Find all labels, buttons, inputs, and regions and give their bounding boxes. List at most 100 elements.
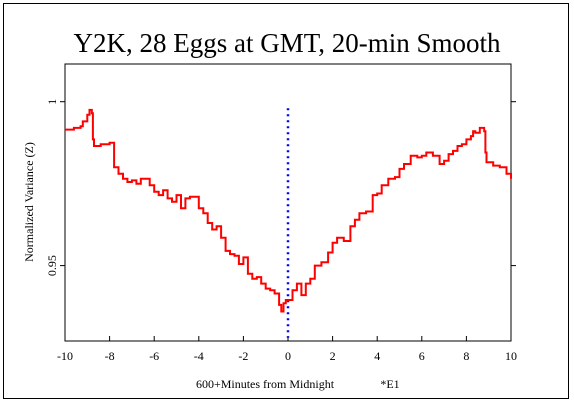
x-tick-label: 0	[285, 349, 291, 363]
x-tick-label: 10	[505, 349, 517, 363]
data-point	[327, 251, 329, 254]
data-point	[255, 276, 258, 278]
data-point	[484, 151, 487, 154]
data-point	[309, 277, 312, 280]
data-point	[376, 192, 379, 195]
data-point	[287, 299, 289, 301]
data-point	[354, 218, 356, 221]
data-point	[260, 282, 263, 285]
chart-title: Y2K, 28 Eggs at GMT, 20-min Smooth	[74, 28, 501, 58]
data-point	[300, 294, 303, 296]
data-point	[499, 166, 501, 169]
x-tick-label: 2	[330, 349, 336, 363]
data-point	[336, 236, 338, 239]
data-point	[461, 143, 463, 146]
data-point	[331, 241, 334, 244]
data-point	[140, 177, 142, 180]
data-point	[443, 159, 445, 162]
data-point	[358, 212, 361, 214]
x-axis: -10 -8 -6 -4 -2 0 2 4 6 8 10	[57, 336, 517, 363]
data-point	[398, 168, 401, 170]
data-point	[88, 109, 91, 111]
data-point	[478, 127, 481, 129]
data-point	[86, 114, 89, 116]
data-point	[305, 282, 307, 285]
data-point	[184, 197, 187, 200]
data-point	[403, 163, 405, 165]
data-point	[247, 272, 249, 275]
y-tick-label: 0.95	[45, 255, 59, 276]
data-point	[282, 302, 285, 305]
data-point	[153, 191, 155, 193]
data-point	[166, 197, 169, 200]
x-tick-label: 4	[374, 349, 380, 363]
data-point	[349, 225, 352, 228]
data-point	[470, 135, 472, 137]
data-point	[505, 173, 508, 175]
data-point	[380, 184, 383, 187]
data-point	[189, 195, 191, 198]
data-point	[472, 130, 474, 133]
data-point	[365, 210, 367, 213]
x-tick-label: -8	[105, 349, 115, 363]
x-tick-label: -2	[238, 349, 248, 363]
data-point	[474, 132, 477, 134]
data-point	[135, 182, 138, 185]
data-point	[93, 145, 95, 147]
data-point	[215, 225, 218, 228]
data-point	[220, 236, 222, 239]
data-point	[229, 253, 231, 255]
data-point	[82, 120, 84, 123]
data-point	[99, 143, 102, 146]
x-tick-label: 8	[463, 349, 469, 363]
data-point	[242, 256, 245, 259]
data-point	[238, 263, 240, 265]
data-point	[456, 145, 459, 147]
data-point	[510, 177, 512, 180]
data-point	[485, 161, 488, 164]
data-point	[278, 304, 280, 306]
data-point	[492, 164, 494, 167]
data-point	[371, 194, 374, 196]
data-point	[175, 194, 178, 196]
data-point	[438, 163, 441, 165]
data-point	[202, 212, 205, 214]
data-point	[409, 154, 412, 157]
data-point	[108, 141, 111, 144]
y-axis-label: Normalized Variance (Z)	[22, 142, 36, 262]
data-point	[73, 127, 75, 129]
data-point	[90, 112, 93, 114]
x-tick-label: -10	[57, 349, 73, 363]
data-point	[180, 207, 182, 210]
y-axis: 0.95 1	[45, 99, 516, 276]
data-point	[122, 177, 124, 180]
data-point	[64, 128, 66, 131]
series-group	[64, 108, 512, 313]
data-point	[387, 177, 390, 180]
annotation-label: *E1	[380, 377, 399, 391]
data-point	[198, 207, 200, 210]
data-point	[126, 181, 129, 183]
data-point	[291, 289, 294, 291]
data-point	[421, 154, 423, 157]
data-point	[320, 261, 323, 264]
data-point	[162, 189, 164, 192]
data-point	[483, 130, 486, 133]
data-point	[342, 240, 345, 242]
data-point	[452, 150, 454, 152]
data-point	[280, 310, 283, 313]
data-point	[193, 195, 196, 198]
data-point	[284, 299, 287, 301]
data-point	[148, 184, 151, 187]
plot-frame	[3, 3, 569, 399]
data-point	[264, 287, 267, 290]
data-point	[131, 179, 133, 182]
x-axis-label: 600+Minutes from Midnight	[196, 377, 335, 391]
data-point	[432, 154, 434, 157]
data-point	[416, 156, 419, 159]
data-point	[447, 153, 450, 155]
data-point	[157, 194, 160, 196]
data-point	[171, 200, 173, 203]
x-tick-label: -6	[149, 349, 159, 363]
